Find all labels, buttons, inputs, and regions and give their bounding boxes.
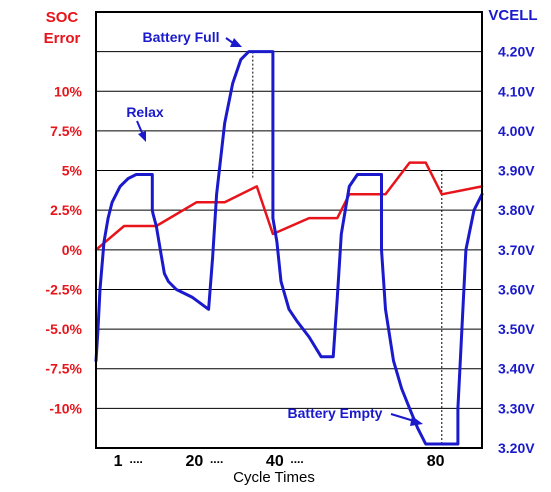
arrow-battery-empty [390,413,415,422]
x-tick-label-6: 80 [427,453,445,470]
right-tick-label-6: 3.60V [498,281,535,297]
annotation-battery-empty: Battery Empty [288,405,383,421]
x-tick-label-1: .... [130,452,143,466]
right-tick-label-8: 3.40V [498,361,535,377]
right-tick-label-2: 4.00V [498,123,535,139]
x-tick-label-0: 1 [114,453,123,470]
left-tick-label-8: -10% [49,400,82,416]
left-axis-label-line-1: SOC [46,9,79,26]
right-tick-label-0: 4.20V [498,44,535,60]
tick-labels: 10% 7.5% 5% 2.5% 0% -2.5% -5.0% -7.5% -10% 4.20V 4… [45,44,535,470]
arrow-battery-full-head [230,38,242,47]
arrow-battery-full [225,37,234,44]
left-axis-label-line-2: Error [44,30,81,47]
right-tick-label-9: 3.30V [498,400,535,416]
series-group [94,50,484,446]
right-tick-label-7: 3.50V [498,321,535,337]
x-tick-label-3: .... [210,452,223,466]
left-tick-label-4: 0% [62,242,83,258]
right-tick-label-4: 3.80V [498,202,535,218]
arrow-battery-empty-head [410,416,423,426]
left-tick-label-3: 2.5% [50,202,82,218]
right-axis-label: VCELL [488,7,537,24]
annotation-relax: Relax [126,104,164,120]
plot-frame [95,11,483,449]
left-tick-label-0: 10% [54,83,83,99]
right-tick-label-10: 3.20V [498,440,535,456]
arrow-relax-head [138,131,146,142]
right-tick-label-3: 3.90V [498,163,535,179]
left-tick-label-1: 7.5% [50,123,82,139]
left-tick-label-6: -5.0% [45,321,82,337]
left-tick-label-7: -7.5% [45,361,82,377]
marker-lines [252,51,443,445]
left-tick-label-2: 5% [62,163,83,179]
x-tick-label-5: .... [290,452,303,466]
right-tick-label-1: 4.10V [498,83,535,99]
x-tick-label-4: 40 [266,453,284,470]
annotation-battery-full: Battery Full [142,29,219,45]
x-tick-label-2: 20 [186,453,204,470]
left-tick-label-5: -2.5% [45,281,82,297]
axes [95,11,483,449]
series-line-vcell [94,50,484,446]
x-axis-label: Cycle Times [233,469,315,486]
right-tick-label-5: 3.70V [498,242,535,258]
series-line-soc-error [94,161,484,252]
